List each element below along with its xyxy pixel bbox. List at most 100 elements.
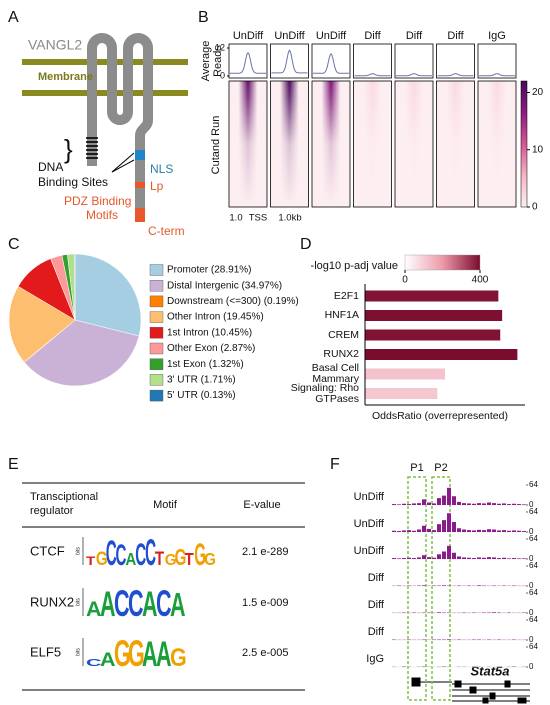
track-bar (442, 495, 446, 505)
legend-swatch (149, 358, 164, 370)
track-bar (507, 504, 511, 505)
profile-box (477, 43, 517, 79)
profile-box (311, 43, 351, 79)
track-bar (477, 503, 481, 505)
evalue: 1.5 e-009 (242, 597, 288, 609)
logo-letter: C (86, 657, 102, 668)
logo-letter: C (145, 531, 156, 573)
track-bar (407, 585, 411, 586)
track-bar (457, 501, 461, 505)
legend-label: Distal Intergenic (34.97%) (167, 280, 282, 291)
peak-box (431, 476, 451, 701)
profile-line (230, 51, 266, 74)
table-header: regulator (30, 505, 74, 517)
logo-letter: A (100, 649, 116, 671)
brace: } (64, 134, 73, 164)
legend-swatch (149, 342, 164, 355)
x-label: TSS (249, 213, 267, 224)
colorbar-tick-label: 0 (402, 275, 408, 286)
track-bar (432, 585, 436, 586)
logo-axis-label: bits (75, 547, 81, 555)
track-tick-label: 0 (529, 500, 534, 509)
track-bar (437, 524, 441, 532)
track-bar (492, 612, 496, 613)
track-bar (397, 504, 401, 505)
track-bar (472, 666, 476, 667)
track-bar (437, 498, 441, 505)
track-bar (487, 529, 491, 532)
track-bar (417, 557, 421, 559)
track-bar (392, 530, 396, 532)
track-bar (432, 530, 436, 532)
logo-letter: A (170, 586, 186, 623)
x-axis-label: OddsRatio (overrepresented) (372, 410, 508, 422)
legend-label: 3' UTR (1.71%) (167, 375, 236, 386)
panel-label: D (300, 236, 312, 253)
table-header: E-value (243, 499, 280, 511)
legend-label: Downstream (<=300) (0.19%) (167, 296, 299, 307)
track-bar (477, 557, 481, 559)
table-header: Transciptional (30, 491, 98, 503)
logo-letter: G (170, 643, 187, 671)
panel-label: B (198, 9, 209, 26)
column-label: IgG (488, 30, 506, 42)
bar-label: E2F1 (333, 289, 359, 302)
track-bar (502, 530, 506, 532)
track-bar (457, 639, 461, 640)
peak-box (407, 476, 427, 701)
colorbar-tick-label: 0 (532, 202, 538, 213)
track-bar (422, 666, 426, 667)
colorbar-tick-label: 10 (532, 144, 544, 155)
track-bar (447, 487, 451, 505)
track-bar (507, 530, 511, 532)
protein-tube (87, 33, 153, 166)
track-bar (422, 585, 426, 586)
pdz-label: Motifs (86, 208, 118, 222)
track-bar (512, 666, 516, 667)
column-label: Diff (447, 30, 464, 42)
track-tick-label: 0 (529, 608, 534, 617)
track-tick-label: 0 (529, 635, 534, 644)
colorbar-tick-label: 20 (532, 87, 544, 98)
track-tick-label: 64 (529, 615, 538, 624)
pdz-segment (135, 208, 145, 222)
track-bar (417, 529, 421, 532)
profile-line (437, 73, 474, 77)
logo-axis-label: bits (75, 648, 81, 656)
track-bar (517, 558, 521, 559)
row-label: ELF5 (30, 644, 61, 659)
track-bar (512, 639, 516, 640)
evalue: 2.1 e-289 (242, 546, 288, 558)
x-label: 1.0 (229, 213, 242, 224)
track-bar (392, 639, 396, 640)
track-bar (417, 503, 421, 505)
lp-label: Lp (150, 179, 164, 193)
track-label: Diff (368, 572, 385, 584)
pie-slice (24, 319, 140, 387)
track-bar (442, 612, 446, 613)
panel-label: A (8, 9, 19, 26)
bar (365, 368, 445, 380)
track-bar (402, 666, 406, 667)
track-bar (517, 504, 521, 505)
logo-letter: C (106, 534, 117, 573)
track-label: UnDiff (354, 491, 385, 503)
track-tick-label: 0 (529, 527, 534, 536)
track-bar (472, 639, 476, 640)
nls-arrows (111, 152, 135, 173)
panel-label: F (330, 456, 340, 473)
logo-letter: C (114, 584, 130, 624)
membrane-bar (22, 59, 188, 65)
track-bar (467, 503, 471, 505)
track-bar (457, 528, 461, 532)
track-bar (422, 525, 426, 532)
track-bar (462, 503, 466, 505)
track-bar (447, 585, 451, 586)
track-bar (467, 557, 471, 559)
track-tick-label: 64 (529, 561, 538, 570)
legend-label: 5' UTR (0.13%) (167, 390, 236, 401)
bar (365, 290, 499, 302)
row-label: CTCF (30, 543, 65, 558)
track-bar (442, 520, 446, 532)
